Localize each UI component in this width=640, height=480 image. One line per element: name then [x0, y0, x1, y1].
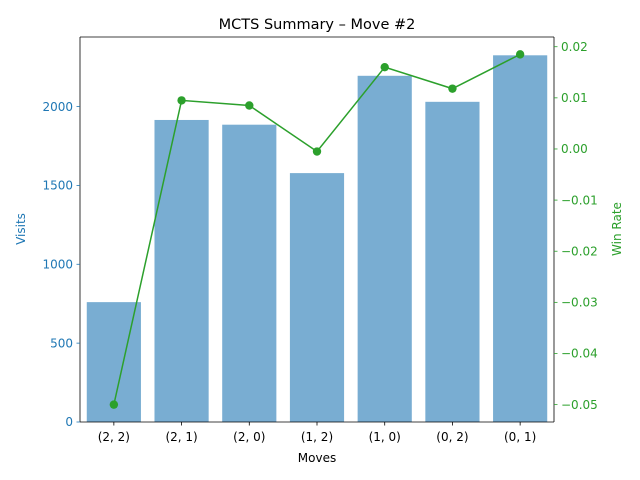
win-rate-point-1 — [177, 96, 186, 105]
win-rate-point-2 — [245, 101, 254, 110]
y-right-tick-label-7: 0.02 — [561, 40, 588, 54]
bar-5 — [425, 101, 480, 422]
y-axis-right-label: Win Rate — [610, 202, 624, 256]
bar-1 — [154, 119, 209, 423]
bar-6 — [493, 55, 548, 423]
y-left-tick-label-2: 1000 — [42, 257, 73, 271]
x-tick-label-0: (2, 2) — [98, 430, 130, 444]
win-rate-point-0 — [109, 400, 119, 409]
win-rate-point-6 — [515, 50, 525, 59]
bar-2 — [222, 124, 277, 422]
y-right-tick-label-0: −0.05 — [561, 398, 598, 412]
chart-title: MCTS Summary – Move #2 — [219, 17, 416, 33]
y-right-tick-label-2: −0.03 — [561, 296, 598, 310]
win-rate-point-4 — [380, 62, 389, 72]
y-right-tick-label-6: 0.01 — [561, 91, 588, 105]
y-left-tick-label-0: 0 — [65, 415, 73, 429]
y-left-tick-label-1: 500 — [50, 336, 73, 350]
bar-4 — [357, 75, 412, 423]
y-right-tick-label-4: −0.01 — [561, 193, 598, 207]
y-axis-left-label: Visits — [14, 213, 28, 245]
y-axis-right: −0.05 −0.04 −0.03 −0.02 −0.01 0.00 0.01 0.02 — [554, 40, 598, 412]
y-right-tick-label-5: 0.00 — [561, 142, 588, 156]
frame — [79, 36, 555, 423]
x-tick-label-4: (1, 0) — [369, 430, 401, 444]
bar-3 — [289, 173, 345, 422]
x-axis-label: Moves — [298, 451, 336, 465]
bars-layer — [86, 55, 548, 423]
x-tick-label-5: (0, 2) — [436, 430, 468, 444]
x-tick-label-2: (2, 0) — [233, 430, 265, 444]
x-tick-label-1: (2, 1) — [165, 430, 197, 444]
x-tick-label-3: (1, 2) — [301, 430, 333, 444]
x-tick-label-6: (0, 1) — [504, 430, 536, 444]
win-rate-point-5 — [448, 84, 457, 93]
y-right-tick-label-1: −0.04 — [561, 347, 598, 361]
x-axis: (2, 2) (2, 1) (2, 0) (1, 2) (1, 0) (0, 2) (0, … — [98, 422, 536, 444]
win-rate-point-3 — [312, 147, 322, 156]
y-right-tick-label-3: −0.02 — [561, 244, 598, 258]
y-axis-left: 0 500 1000 1500 2000 — [42, 100, 80, 429]
line-layer — [109, 50, 525, 409]
y-left-tick-label-4: 2000 — [42, 100, 73, 114]
y-left-tick-label-3: 1500 — [42, 179, 73, 193]
